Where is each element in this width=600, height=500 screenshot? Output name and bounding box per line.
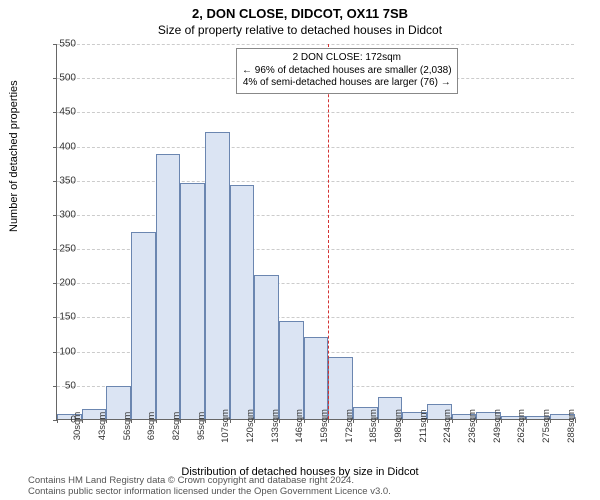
histogram-bar [304, 337, 329, 419]
gridline [57, 181, 574, 182]
y-tick-label: 350 [36, 175, 76, 186]
y-tick-label: 100 [36, 346, 76, 357]
histogram-bar [205, 132, 230, 419]
gridline [57, 44, 574, 45]
x-tick-mark [402, 419, 403, 423]
x-tick-mark [106, 419, 107, 423]
y-tick-label: 150 [36, 312, 76, 323]
annotation-line: 2 DON CLOSE: 172sqm [242, 52, 452, 65]
y-tick-label: 400 [36, 141, 76, 152]
y-tick-label: 550 [36, 39, 76, 50]
x-tick-mark [353, 419, 354, 423]
annotation-line: ← 96% of detached houses are smaller (2,… [242, 65, 452, 78]
page-title-address: 2, DON CLOSE, DIDCOT, OX11 7SB [0, 0, 600, 21]
annotation-box: 2 DON CLOSE: 172sqm← 96% of detached hou… [236, 48, 458, 94]
histogram-bar [180, 183, 205, 419]
x-tick-mark [476, 419, 477, 423]
x-tick-mark [230, 419, 231, 423]
x-tick-mark [452, 419, 453, 423]
x-tick-mark [279, 419, 280, 423]
x-tick-mark [131, 419, 132, 423]
y-tick-label: 300 [36, 209, 76, 220]
x-tick-mark [501, 419, 502, 423]
y-tick-label: 0 [36, 415, 76, 426]
histogram-bar [279, 321, 304, 419]
gridline [57, 147, 574, 148]
histogram-chart: 30sqm43sqm56sqm69sqm82sqm95sqm107sqm120s… [56, 44, 574, 420]
x-tick-label: 262sqm [516, 409, 527, 443]
y-tick-label: 450 [36, 107, 76, 118]
histogram-bar [254, 275, 279, 419]
x-tick-mark [378, 419, 379, 423]
x-tick-mark [82, 419, 83, 423]
plot-area: 30sqm43sqm56sqm69sqm82sqm95sqm107sqm120s… [56, 44, 574, 420]
x-tick-mark [304, 419, 305, 423]
y-tick-label: 50 [36, 380, 76, 391]
x-tick-mark [526, 419, 527, 423]
histogram-bar [230, 185, 255, 419]
x-tick-label: 249sqm [492, 409, 503, 443]
x-tick-mark [254, 419, 255, 423]
x-tick-mark [205, 419, 206, 423]
annotation-line: 4% of semi-detached houses are larger (7… [242, 77, 452, 90]
x-tick-mark [156, 419, 157, 423]
property-marker-line [328, 44, 329, 419]
x-tick-mark [427, 419, 428, 423]
y-tick-label: 200 [36, 278, 76, 289]
x-tick-label: 288sqm [566, 409, 577, 443]
x-tick-mark [328, 419, 329, 423]
footer-line-2: Contains public sector information licen… [28, 487, 391, 498]
histogram-bar [156, 154, 181, 419]
gridline [57, 215, 574, 216]
x-tick-mark [575, 419, 576, 423]
x-tick-mark [550, 419, 551, 423]
footer-attribution: Contains HM Land Registry data © Crown c… [28, 476, 391, 498]
page-title-desc: Size of property relative to detached ho… [0, 21, 600, 37]
y-tick-label: 250 [36, 244, 76, 255]
histogram-bar [131, 232, 156, 419]
x-tick-mark [180, 419, 181, 423]
y-axis-label: Number of detached properties [8, 80, 20, 232]
gridline [57, 112, 574, 113]
y-tick-label: 500 [36, 73, 76, 84]
